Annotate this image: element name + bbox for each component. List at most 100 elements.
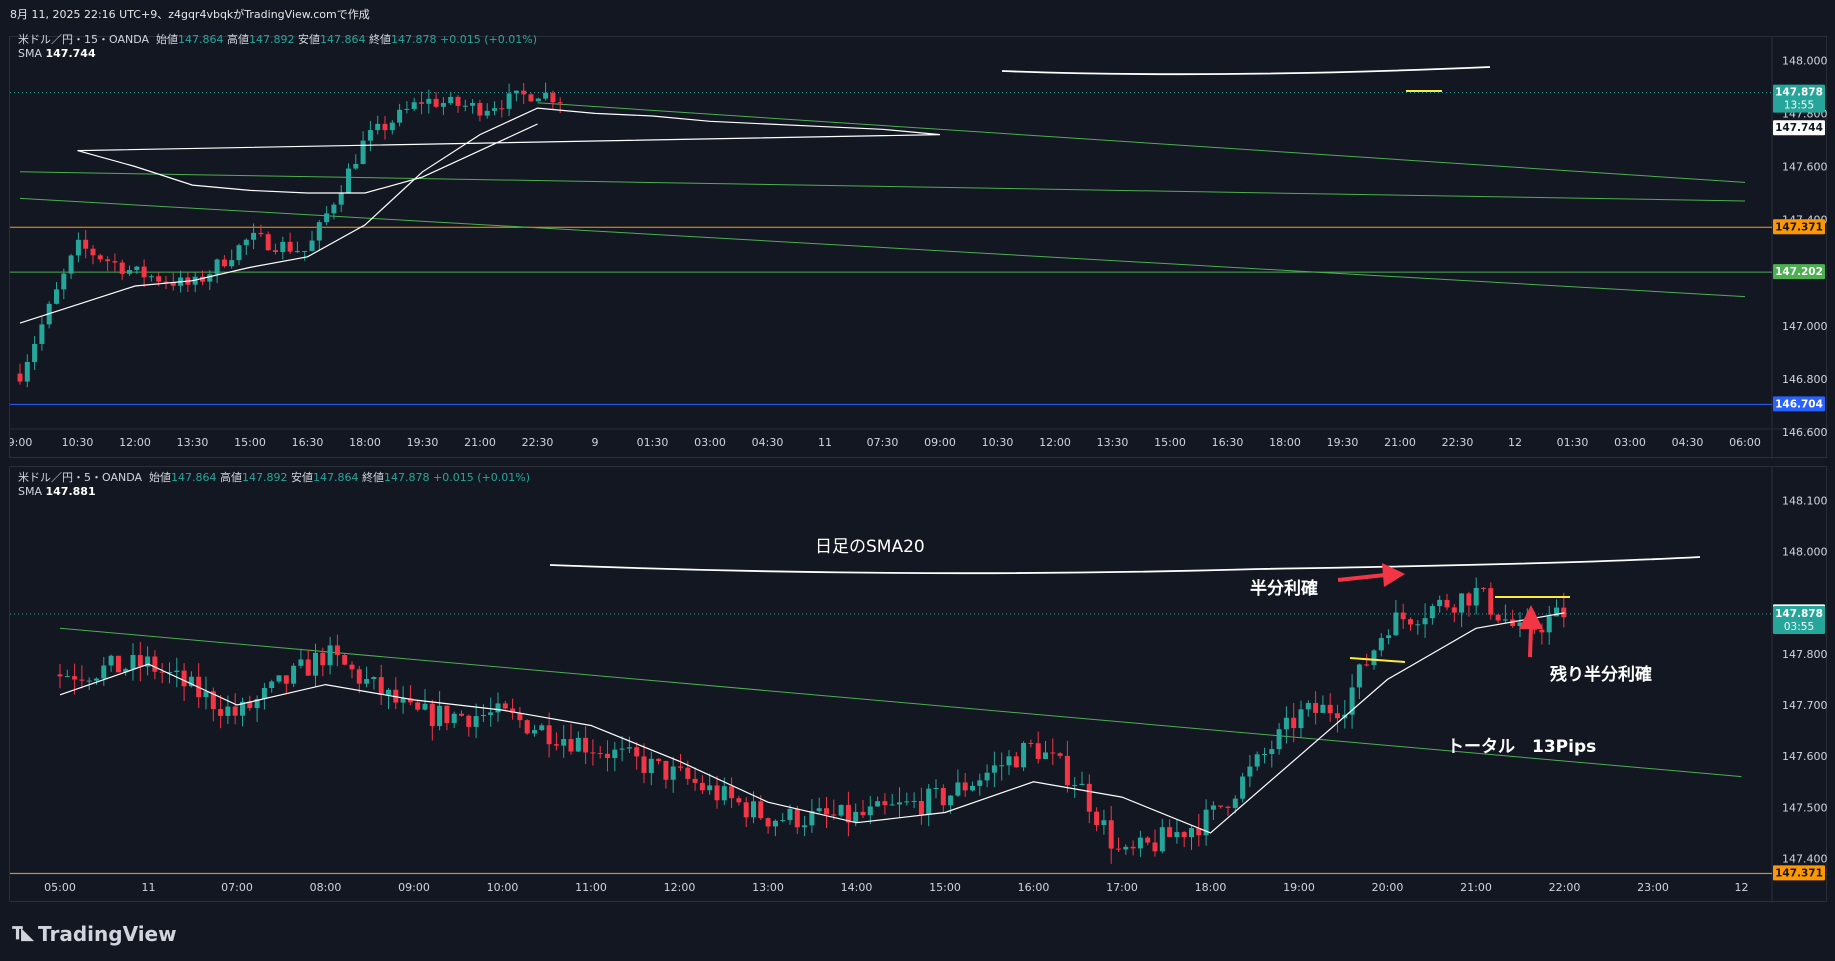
bottom-chart-svg[interactable]: 148.100 148.000 147.800 147.700 147.600 147.5… <box>10 467 1828 903</box>
candle-body <box>970 785 975 791</box>
candle-body <box>991 765 997 773</box>
price-tick-label: 147.500 <box>1782 801 1828 814</box>
candle-body <box>1437 599 1443 607</box>
candle-body <box>499 108 505 110</box>
candle-body <box>1283 717 1289 730</box>
candle-body <box>743 802 749 818</box>
trend-line <box>59 627 1742 778</box>
candle-body <box>1196 828 1202 836</box>
candle-body <box>371 677 377 680</box>
candle-body <box>1035 743 1041 759</box>
candle-body <box>280 241 286 253</box>
candle-body <box>221 259 227 267</box>
candle-body <box>342 655 348 665</box>
candle-body <box>1101 820 1107 826</box>
candle-body <box>1386 635 1392 638</box>
time-tick-label: 9:00 <box>10 436 32 449</box>
candle-body <box>451 713 457 723</box>
top-chart-panel[interactable]: 148.000147.800147.600147.400147.000146.8… <box>9 33 1828 459</box>
time-tick-label: 15:00 <box>929 881 961 894</box>
candle-body <box>1254 754 1260 767</box>
candle-body <box>200 276 205 282</box>
candle-body <box>685 767 691 779</box>
candle-body <box>258 232 264 235</box>
time-tick-label: 12:00 <box>664 881 696 894</box>
price-tick-label: 146.600 <box>1782 426 1828 439</box>
candle-body <box>1108 820 1114 849</box>
time-tick-label: 07:00 <box>221 881 253 894</box>
candle-body <box>327 645 333 666</box>
time-tick-label: 13:30 <box>177 436 209 449</box>
candle-body <box>488 712 494 715</box>
candle-body <box>389 122 395 131</box>
time-tick-label: 08:00 <box>310 881 342 894</box>
candle-body <box>882 801 888 806</box>
candle-body <box>794 808 800 828</box>
candle-body <box>502 703 508 709</box>
candle-body <box>521 90 527 95</box>
bottom-chart-panel[interactable]: 148.100 148.000 147.800 147.700 147.600 147.5… <box>9 466 1828 903</box>
trend-line <box>19 197 1746 298</box>
candle-body <box>137 655 143 667</box>
candle-body <box>1189 828 1194 838</box>
candle-body <box>736 798 742 803</box>
candle-body <box>320 652 326 666</box>
candle-body <box>261 688 267 700</box>
candle-body <box>79 679 85 681</box>
tradingview-logo[interactable]: 𝐓◣ TradingView <box>12 922 177 946</box>
candle-body <box>1349 687 1355 715</box>
candle-body <box>331 204 337 214</box>
time-tick-label: 21:00 <box>464 436 496 449</box>
time-tick-label: 22:30 <box>522 436 554 449</box>
candle-body <box>1269 749 1275 754</box>
top-chart-svg[interactable]: 148.000147.800147.600147.400147.000146.8… <box>10 37 1828 459</box>
candle-body <box>528 94 534 102</box>
candle-body <box>1167 827 1173 838</box>
candle-body <box>1210 805 1216 810</box>
candle-body <box>484 110 490 116</box>
candle-body <box>378 677 384 695</box>
candle-body <box>130 655 136 669</box>
candle-body <box>302 250 308 252</box>
candle-body <box>1262 753 1267 755</box>
candle-body <box>1043 752 1048 759</box>
candle-body <box>305 659 311 676</box>
candle-body <box>429 703 435 727</box>
tradingview-logo-icon: 𝐓◣ <box>12 924 34 944</box>
candle-body <box>1057 753 1063 756</box>
candle-body <box>382 123 388 131</box>
annotation-remaining-profit: 残り半分利確 <box>1550 664 1652 685</box>
candle-body <box>1021 742 1027 768</box>
candle-body <box>163 281 169 283</box>
candle-body <box>1050 752 1056 754</box>
candle-body <box>1444 599 1450 608</box>
candle-body <box>477 102 483 116</box>
candle-body <box>218 709 224 716</box>
candle-body <box>247 701 253 709</box>
candle-body <box>108 655 114 666</box>
candle-body <box>619 748 625 750</box>
candle-body <box>1510 619 1516 627</box>
candle-body <box>32 343 38 363</box>
candle-body <box>1546 616 1552 633</box>
trend-line <box>537 102 1746 183</box>
candle-body <box>543 92 549 99</box>
candle-body <box>1313 703 1319 713</box>
candle-body <box>721 786 727 801</box>
time-tick-label: 13:00 <box>752 881 784 894</box>
top-legend-symbol: 米ドル／円・15・OANDA 始値147.864 高値147.892 安値147… <box>18 33 537 46</box>
bottom-legend-symbol: 米ドル／円・5・OANDA 始値147.864 高値147.892 安値147.… <box>18 471 530 484</box>
candle-body <box>375 123 381 131</box>
price-tag-value: 147.371 <box>1775 221 1823 233</box>
price-tick-label: 147.400 <box>1782 853 1828 866</box>
price-tick-label: 147.700 <box>1782 699 1828 712</box>
candle-body <box>1539 629 1545 633</box>
candle-body <box>1305 703 1311 710</box>
candle-body <box>1006 756 1012 766</box>
candle-body <box>426 98 432 104</box>
time-tick-label: 09:00 <box>924 436 956 449</box>
candle-body <box>875 801 881 807</box>
candle-body <box>714 785 720 801</box>
candle-body <box>1429 606 1435 619</box>
candle-body <box>940 787 946 806</box>
